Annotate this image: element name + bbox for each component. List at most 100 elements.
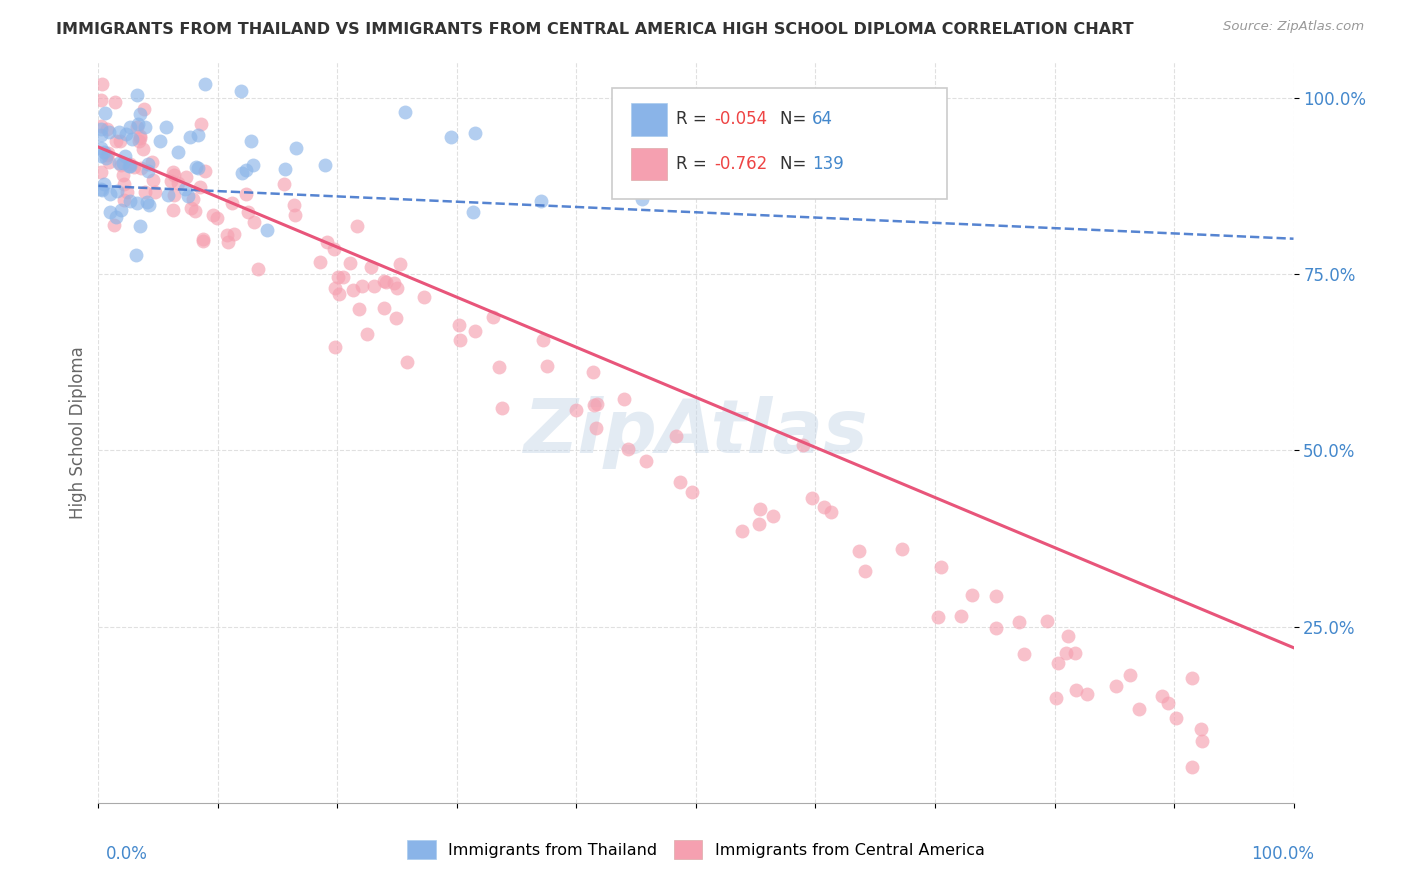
- Point: [112, 193, 135, 207]
- Point: [339, 256, 361, 270]
- Point: [131, 142, 153, 156]
- Point: [284, 208, 307, 222]
- Point: [135, 194, 157, 209]
- Point: [90, 120, 112, 134]
- Point: [762, 509, 785, 524]
- Point: [308, 255, 330, 269]
- Point: [439, 130, 461, 145]
- Point: [356, 326, 378, 341]
- Point: [136, 157, 159, 171]
- Point: [129, 161, 152, 176]
- Point: [143, 186, 166, 200]
- Point: [1189, 722, 1212, 736]
- Point: [388, 256, 411, 270]
- Point: [582, 398, 605, 412]
- Point: [235, 186, 257, 201]
- Point: [105, 184, 128, 198]
- Point: [167, 176, 190, 190]
- Point: [813, 500, 835, 514]
- Point: [90, 183, 112, 197]
- Text: 139: 139: [811, 155, 844, 173]
- Point: [396, 355, 419, 369]
- Point: [90, 149, 112, 163]
- Point: [360, 260, 382, 274]
- Point: [565, 402, 588, 417]
- Point: [374, 275, 396, 289]
- Point: [931, 560, 953, 574]
- Point: [127, 88, 149, 103]
- Point: [1064, 646, 1087, 660]
- Point: [235, 163, 257, 178]
- Point: [848, 543, 870, 558]
- Point: [491, 401, 513, 416]
- Point: [617, 442, 640, 457]
- Point: [385, 281, 408, 295]
- Point: [138, 198, 160, 212]
- Point: [1128, 702, 1150, 716]
- Point: [177, 189, 200, 203]
- Point: [314, 158, 336, 172]
- Point: [104, 210, 127, 224]
- Point: [1191, 733, 1213, 747]
- Point: [142, 173, 165, 187]
- Point: [129, 131, 152, 145]
- Text: -0.762: -0.762: [714, 155, 768, 173]
- Point: [90, 141, 112, 155]
- Point: [332, 269, 354, 284]
- Point: [157, 188, 180, 202]
- Point: [1047, 656, 1070, 670]
- Point: [461, 204, 484, 219]
- Point: [125, 248, 148, 262]
- Point: [323, 281, 346, 295]
- Text: N=: N=: [780, 111, 811, 128]
- Point: [373, 274, 395, 288]
- Point: [1045, 691, 1067, 706]
- Point: [322, 242, 344, 256]
- Point: [128, 134, 150, 148]
- Text: Source: ZipAtlas.com: Source: ZipAtlas.com: [1223, 20, 1364, 33]
- Point: [98, 205, 121, 219]
- Point: [385, 311, 408, 326]
- Point: [1181, 671, 1204, 685]
- Point: [382, 276, 405, 290]
- Point: [681, 484, 703, 499]
- Point: [111, 168, 134, 182]
- Point: [187, 161, 209, 175]
- Point: [97, 145, 120, 160]
- Point: [1157, 696, 1180, 710]
- Point: [1008, 615, 1031, 629]
- Point: [536, 359, 558, 374]
- Text: IMMIGRANTS FROM THAILAND VS IMMIGRANTS FROM CENTRAL AMERICA HIGH SCHOOL DIPLOMA : IMMIGRANTS FROM THAILAND VS IMMIGRANTS F…: [56, 22, 1133, 37]
- Point: [342, 283, 364, 297]
- Point: [582, 364, 605, 378]
- Point: [315, 235, 337, 249]
- Point: [221, 195, 243, 210]
- Text: 100.0%: 100.0%: [1251, 846, 1315, 863]
- Point: [98, 187, 121, 202]
- Point: [748, 516, 770, 531]
- Point: [118, 160, 141, 174]
- Point: [273, 178, 295, 192]
- Point: [731, 524, 754, 539]
- Point: [114, 149, 136, 163]
- Text: N=: N=: [780, 155, 811, 173]
- Point: [127, 117, 149, 131]
- Point: [162, 188, 184, 202]
- Point: [323, 341, 346, 355]
- Point: [274, 162, 297, 177]
- Point: [90, 77, 112, 91]
- Point: [394, 105, 416, 120]
- Point: [801, 491, 824, 505]
- Point: [488, 359, 510, 374]
- Point: [118, 157, 141, 171]
- Point: [136, 164, 159, 178]
- Point: [107, 156, 129, 170]
- Point: [285, 141, 308, 155]
- Point: [530, 194, 553, 208]
- Legend: Immigrants from Thailand, Immigrants from Central America: Immigrants from Thailand, Immigrants fro…: [401, 834, 991, 865]
- Point: [665, 428, 688, 442]
- Point: [108, 134, 131, 148]
- Point: [155, 120, 177, 135]
- Point: [1036, 614, 1059, 628]
- Point: [222, 227, 245, 241]
